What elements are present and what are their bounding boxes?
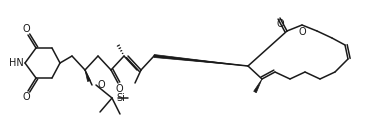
Text: O: O — [98, 80, 106, 90]
Text: O: O — [276, 19, 284, 29]
Text: Si: Si — [116, 93, 125, 103]
Polygon shape — [254, 79, 262, 93]
Polygon shape — [85, 70, 90, 82]
Text: O: O — [115, 84, 123, 94]
Polygon shape — [154, 55, 248, 66]
Text: HN: HN — [9, 58, 23, 68]
Text: O: O — [22, 24, 30, 34]
Text: O: O — [22, 92, 30, 102]
Text: O: O — [298, 27, 306, 37]
